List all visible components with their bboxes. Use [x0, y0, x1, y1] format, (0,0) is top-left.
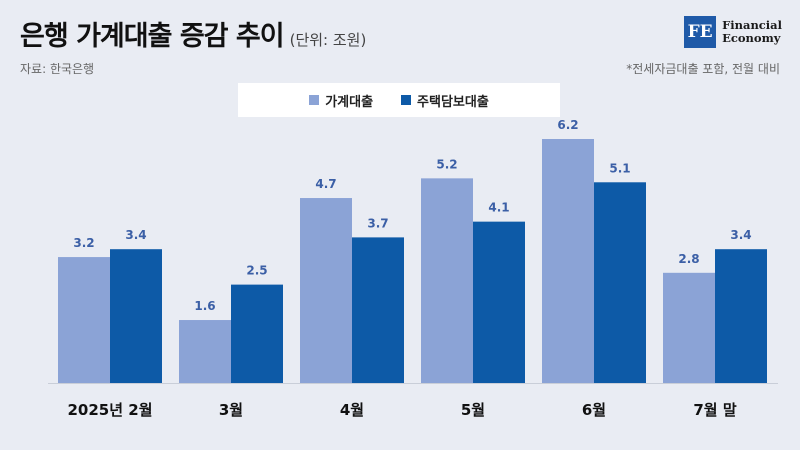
bar-mortgage-1 — [231, 284, 283, 383]
category-label-0: 2025년 2월 — [67, 401, 152, 419]
category-label-1: 3월 — [219, 401, 243, 419]
title-text: 은행 가계대출 증감 추이 — [20, 21, 285, 52]
bar-mortgage-0 — [110, 249, 162, 383]
logo-text: Financial Economy — [722, 19, 782, 45]
category-label-4: 6월 — [582, 401, 606, 419]
legend-label-mortgage: 주택담보대출 — [417, 94, 489, 110]
bar-mortgage-3 — [473, 221, 525, 383]
data-label-household-1: 1.6 — [194, 299, 215, 313]
unit-label: (단위: 조원) — [289, 31, 367, 49]
legend-item-mortgage: 주택담보대출 — [401, 91, 489, 110]
page-title: 은행 가계대출 증감 추이 (단위: 조원) — [20, 14, 366, 53]
logo-line1: Financial — [722, 18, 782, 32]
source-label: 자료: 한국은행 — [20, 62, 95, 76]
bar-household-0 — [58, 257, 110, 383]
bar-mortgage-2 — [352, 237, 404, 383]
bar-mortgage-4 — [594, 182, 646, 383]
data-label-household-5: 2.8 — [678, 252, 699, 266]
bar-household-2 — [300, 198, 352, 383]
data-label-household-3: 5.2 — [436, 157, 457, 171]
data-label-household-4: 6.2 — [557, 118, 578, 132]
data-label-mortgage-3: 4.1 — [488, 201, 509, 215]
logo-line2: Economy — [722, 31, 781, 45]
data-label-mortgage-5: 3.4 — [730, 228, 751, 242]
data-label-mortgage-4: 5.1 — [609, 161, 630, 175]
bar-household-1 — [179, 320, 231, 383]
bar-mortgage-5 — [715, 249, 767, 383]
category-label-2: 4월 — [340, 401, 364, 419]
legend-item-household: 가계대출 — [309, 91, 373, 110]
logo: FE Financial Economy — [684, 16, 782, 48]
legend-label-household: 가계대출 — [325, 94, 374, 110]
bar-household-5 — [663, 272, 715, 383]
data-label-mortgage-1: 2.5 — [246, 264, 267, 278]
bar-household-3 — [421, 178, 473, 383]
legend-swatch-household — [309, 95, 320, 105]
category-label-3: 5월 — [461, 401, 485, 419]
logo-mark-icon: FE — [684, 16, 717, 48]
data-label-household-2: 4.7 — [315, 177, 336, 191]
chart-legend: 가계대출 주택담보대출 — [238, 83, 560, 117]
legend-swatch-mortgage — [401, 95, 412, 105]
data-label-household-0: 3.2 — [73, 236, 94, 250]
data-label-mortgage-2: 3.7 — [367, 216, 388, 230]
data-label-mortgage-0: 3.4 — [125, 228, 146, 242]
category-label-5: 7월 말 — [693, 401, 736, 419]
footnote-label: *전세자금대출 포함, 전월 대비 — [626, 62, 780, 76]
bar-household-4 — [542, 139, 594, 383]
